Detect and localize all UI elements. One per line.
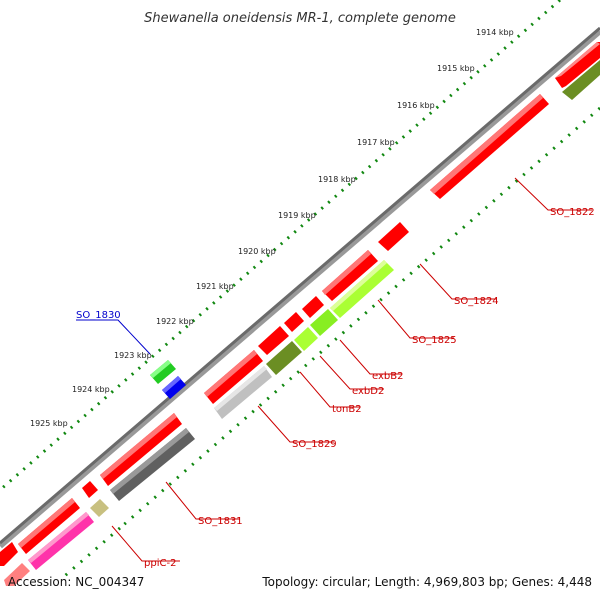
callout-line-ppiC-2 xyxy=(111,525,180,562)
callout-line-SO_1824 xyxy=(419,263,496,300)
gene-feature-highlight xyxy=(100,413,177,479)
gene-label[interactable]: SO_1830 xyxy=(76,310,121,321)
gene-feature[interactable] xyxy=(330,260,394,318)
scale-label: 1916 kbp xyxy=(397,101,435,110)
scale-label: 1924 kbp xyxy=(72,385,110,394)
gene-label[interactable]: SO_1831 xyxy=(198,516,243,527)
gene-label[interactable]: ppiC-2 xyxy=(144,558,176,569)
gene-feature[interactable] xyxy=(100,413,182,486)
callout-line-SO_1830 xyxy=(76,319,151,355)
gene-feature-highlight xyxy=(110,428,189,494)
gene-label[interactable]: SO_1824 xyxy=(454,296,499,307)
gene-feature[interactable] xyxy=(4,563,30,586)
scale-label: 1917 kbp xyxy=(357,138,395,147)
gene-feature[interactable] xyxy=(430,94,549,199)
gene-feature[interactable] xyxy=(162,376,186,399)
gene-feature-highlight xyxy=(150,360,171,378)
callout-line-exbD2 xyxy=(319,355,384,390)
gene-feature-highlight xyxy=(330,260,387,311)
gene-feature-highlight xyxy=(555,42,600,78)
callout-line-exbB2 xyxy=(339,339,402,375)
genome-backbone-shadow xyxy=(0,28,600,549)
gene-feature[interactable] xyxy=(555,42,600,88)
gene-label[interactable]: SO_1829 xyxy=(292,439,337,450)
gene-feature[interactable] xyxy=(150,360,176,384)
gene-feature[interactable] xyxy=(110,428,195,501)
gene-feature[interactable] xyxy=(90,499,109,517)
callout-lines xyxy=(76,177,592,562)
scale-label: 1915 kbp xyxy=(437,64,475,73)
gene-feature-highlight xyxy=(204,350,257,397)
gene-feature[interactable] xyxy=(266,341,302,375)
forward-strand-genes xyxy=(0,42,600,586)
callout-line-tonB2 xyxy=(299,371,360,408)
scale-label: 1914 kbp xyxy=(476,28,514,37)
gene-feature-highlight xyxy=(322,250,371,295)
reverse-strand-genes xyxy=(28,60,600,570)
callout-line-SO_1829 xyxy=(257,405,334,443)
gene-feature[interactable] xyxy=(562,60,600,100)
gene-feature[interactable] xyxy=(302,296,324,318)
gene-feature[interactable] xyxy=(322,250,378,301)
gene-feature[interactable] xyxy=(214,366,272,419)
gene-feature[interactable] xyxy=(294,327,318,351)
accession-text: Accession: NC_004347 xyxy=(8,575,144,589)
callout-line-SO_1831 xyxy=(165,481,240,520)
gene-feature[interactable] xyxy=(82,481,98,498)
scale-ring-inner xyxy=(119,106,600,530)
gene-feature[interactable] xyxy=(284,312,304,332)
gene-label[interactable]: exbD2 xyxy=(352,386,384,397)
gene-feature[interactable] xyxy=(310,309,338,336)
callout-line-SO_1825 xyxy=(377,299,454,339)
gene-label[interactable]: tonB2 xyxy=(332,404,362,415)
map-title: Shewanella oneidensis MR-1, complete gen… xyxy=(144,11,456,26)
scale-ring-outer xyxy=(0,0,561,492)
gene-feature[interactable] xyxy=(0,542,18,566)
gene-feature-highlight xyxy=(430,94,543,194)
gene-feature[interactable] xyxy=(204,350,263,404)
gene-feature[interactable] xyxy=(258,326,289,355)
gene-feature-highlight xyxy=(28,512,89,563)
scale-label: 1919 kbp xyxy=(278,211,316,220)
scale-labels: 1914 kbp 1915 kbp 1916 kbp 1917 kbp 1918… xyxy=(30,28,514,428)
gene-label[interactable]: SO_1822 xyxy=(550,207,595,218)
gene-feature-highlight xyxy=(214,366,267,411)
scale-label: 1921 kbp xyxy=(196,282,234,291)
scale-label: 1922 kbp xyxy=(156,317,194,326)
scale-label: 1920 kbp xyxy=(238,247,276,256)
genome-backbone xyxy=(0,26,600,545)
gene-feature[interactable] xyxy=(28,512,94,570)
scale-label: 1918 kbp xyxy=(318,175,356,184)
callout-line-SO_1822 xyxy=(514,177,592,211)
gene-label[interactable]: SO_1825 xyxy=(412,335,457,346)
gene-feature[interactable] xyxy=(378,222,409,251)
scale-label: 1923 kbp xyxy=(114,351,152,360)
gene-labels: SO_1822 SO_1824 SO_1825 exbB2 exbD2 tonB… xyxy=(76,207,595,569)
gene-feature-highlight xyxy=(18,498,75,548)
summary-text: Topology: circular; Length: 4,969,803 bp… xyxy=(261,575,592,589)
gene-feature-highlight xyxy=(162,376,181,393)
gene-label[interactable]: exbB2 xyxy=(372,371,403,382)
scale-label: 1925 kbp xyxy=(30,419,68,428)
gene-feature[interactable] xyxy=(18,498,80,554)
